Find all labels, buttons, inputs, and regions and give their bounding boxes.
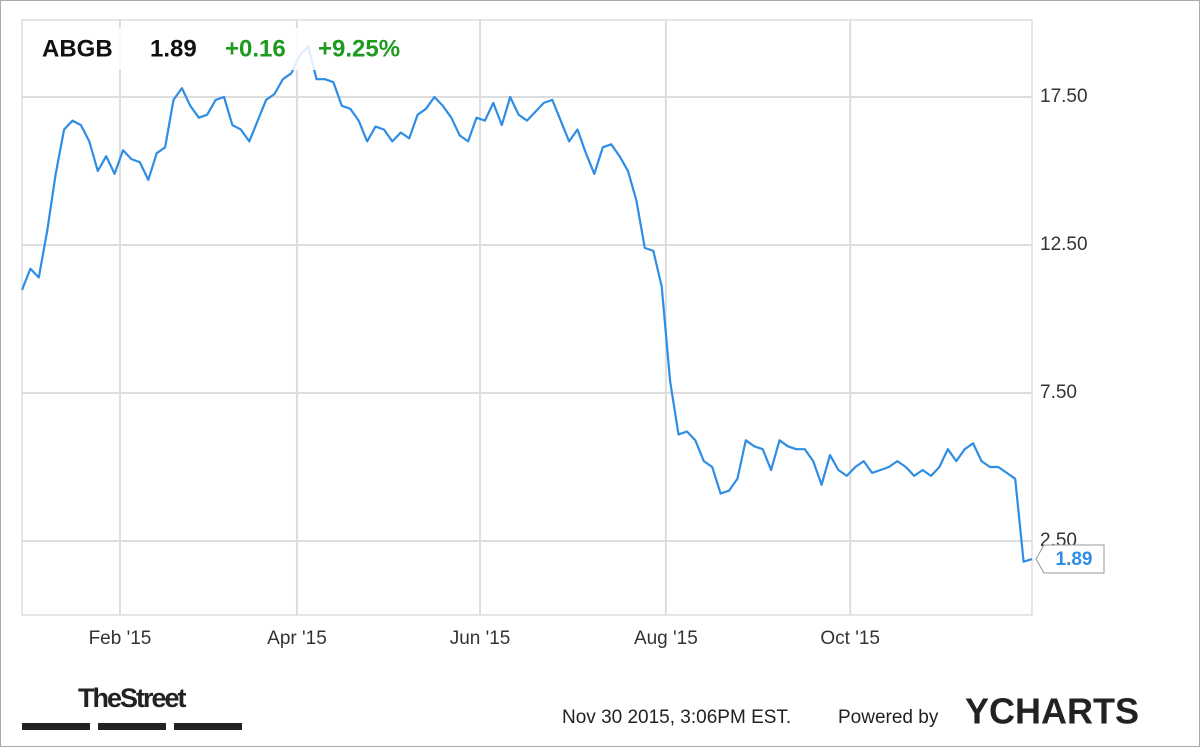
header-box [30, 28, 442, 70]
x-tick-label: Jun '15 [450, 628, 511, 649]
x-tick-label: Apr '15 [267, 628, 327, 649]
logo-bar [174, 723, 242, 730]
logo-bar [22, 723, 90, 730]
last-value-label: 1.89 [1056, 549, 1093, 570]
x-tick-label: Aug '15 [634, 628, 698, 649]
y-tick-label: 17.50 [1040, 86, 1088, 107]
plot-area [21, 19, 1033, 616]
brand-logo: YCHARTS [965, 691, 1139, 732]
y-tick-label: 7.50 [1040, 382, 1077, 403]
powered-by: Powered by [838, 707, 939, 728]
logo-bar [98, 723, 166, 730]
x-tick-label: Oct '15 [820, 628, 880, 649]
last-value-tag [1035, 544, 1105, 574]
timestamp: Nov 30 2015, 3:06PM EST. [562, 707, 791, 728]
x-tick-label: Feb '15 [89, 628, 152, 649]
price: 1.89 [150, 35, 197, 62]
change: +0.16 [225, 35, 286, 62]
source-logo: TheStreet [78, 683, 187, 713]
price-line [20, 45, 1033, 563]
change-percent: +9.25% [318, 35, 400, 62]
y-tick-label: 12.50 [1040, 234, 1088, 255]
ticker: ABGB [42, 35, 113, 62]
